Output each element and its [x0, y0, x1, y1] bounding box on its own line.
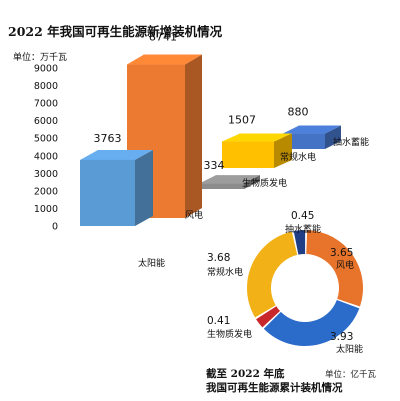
bar-value-label: 3763	[94, 132, 122, 145]
donut-title-line2: 我国可再生能源累计装机情况	[206, 381, 343, 394]
bar-category-label: 风电	[185, 209, 203, 221]
bar-biomass	[200, 175, 260, 189]
bar-chart-title: 2022 年我国可再生能源新增装机情况	[8, 24, 223, 39]
bar-hydro-front	[222, 141, 274, 168]
bar-wind-top	[127, 54, 202, 65]
donut-value-label: 3.68	[207, 252, 230, 264]
bar-value-label: 8741	[149, 31, 177, 44]
bar-biomass-side	[244, 175, 260, 189]
slice-pumped	[293, 230, 306, 255]
y-tick-label: 7000	[34, 99, 58, 110]
bar-solar-front	[80, 159, 135, 226]
slice-hydro	[247, 231, 298, 318]
bar-category-label: 太阳能	[138, 257, 165, 269]
bar-chart-unit: 单位：万千瓦	[13, 51, 67, 63]
bar-biomass-front	[200, 183, 244, 189]
y-tick-label: 1000	[34, 204, 58, 215]
bar-value-label: 334	[204, 159, 225, 172]
bar-solar-top	[80, 149, 153, 160]
bar-biomass-top	[200, 175, 260, 184]
bar-pumped-front	[283, 133, 325, 149]
y-tick-label: 9000	[34, 64, 58, 75]
slice-biomass	[256, 306, 281, 328]
y-tick-label: 3000	[34, 169, 58, 180]
bar-value-label: 880	[288, 106, 309, 119]
donut-value-label: 3.65	[330, 247, 353, 259]
donut-unit: 单位：亿千瓦	[325, 369, 377, 380]
y-tick-label: 2000	[34, 186, 58, 197]
bar-hydro-top	[222, 133, 292, 142]
bar-category-label: 生物质发电	[242, 177, 287, 189]
y-tick-label: 6000	[34, 116, 58, 127]
bar-category-label: 常规水电	[280, 151, 316, 163]
donut-category-label: 抽水蓄能	[285, 223, 321, 235]
donut-title-line1: 截至 2022 年底	[206, 367, 285, 380]
donut-category-label: 常规水电	[207, 266, 243, 278]
donut-category-label: 生物质发电	[207, 328, 252, 340]
y-tick-label: 0	[52, 222, 58, 233]
bar-solar	[80, 149, 153, 226]
bar-wind-side	[185, 54, 202, 218]
bar-pumped	[283, 125, 341, 149]
donut-value-label: 3.93	[330, 331, 353, 343]
y-tick-label: 4000	[34, 151, 58, 162]
bar-value-label: 1507	[228, 114, 256, 127]
bar-solar-side	[135, 149, 153, 226]
slice-solar	[263, 299, 360, 347]
bar-data-labels: 3763 8741 334 1507 880	[94, 31, 309, 173]
donut-category-label: 太阳能	[336, 343, 363, 355]
bar-hydro	[222, 133, 292, 168]
bar-category-label: 抽水蓄能	[333, 136, 369, 148]
donut-value-label: 0.41	[207, 315, 230, 327]
bar-pumped-side	[325, 125, 341, 149]
donut-chart	[247, 230, 363, 347]
slice-wind	[306, 230, 363, 307]
donut-category-label: 风电	[336, 259, 354, 271]
donut-value-label: 0.45	[291, 210, 314, 222]
y-axis: 0 1000 2000 3000 4000 5000 6000 7000 8000 9000	[34, 64, 58, 233]
bar-hydro-side	[274, 133, 292, 168]
bar-series	[80, 54, 341, 226]
y-tick-label: 8000	[34, 81, 58, 92]
y-tick-label: 5000	[34, 134, 58, 145]
bar-pumped-top	[283, 125, 341, 134]
